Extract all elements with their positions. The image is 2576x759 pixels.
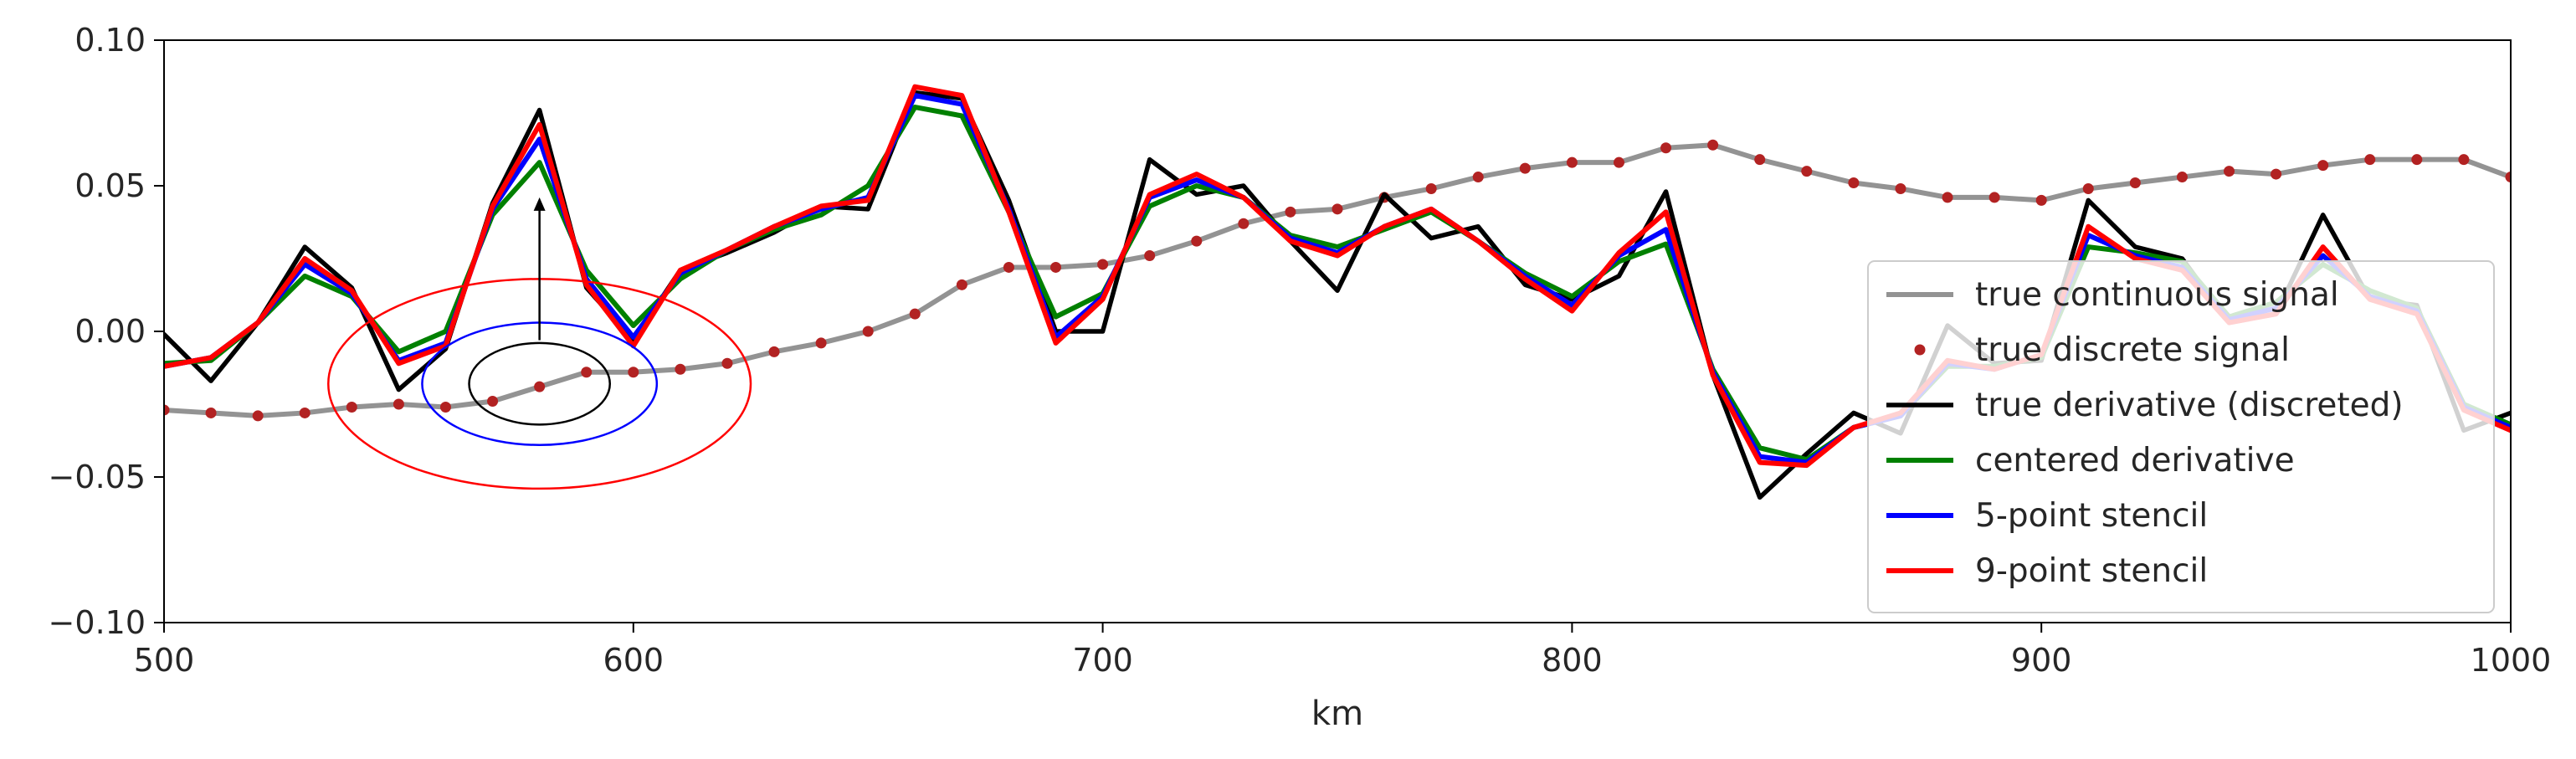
data-point	[1144, 250, 1156, 262]
y-tick-label: 0.00	[74, 313, 146, 350]
data-point	[2458, 154, 2470, 166]
data-point	[628, 367, 639, 378]
data-point	[1097, 259, 1109, 270]
legend-label: centered derivative	[1975, 442, 2295, 480]
legend-item: true discrete signal	[1914, 331, 2290, 369]
data-point	[581, 367, 593, 378]
data-point	[393, 398, 404, 410]
data-point	[1613, 156, 1624, 168]
data-point	[205, 407, 217, 418]
legend-box	[1867, 260, 2495, 613]
data-point	[534, 381, 546, 392]
data-point	[2129, 177, 2141, 189]
legend-label: 9-point stencil	[1975, 552, 2208, 590]
legend-item: 5-point stencil	[1886, 497, 2208, 535]
data-point	[1801, 166, 1813, 177]
data-point	[909, 308, 921, 320]
data-point	[2505, 172, 2511, 183]
legend-label: true discrete signal	[1975, 331, 2290, 369]
series-line-nine-point	[164, 84, 2511, 469]
data-point	[1566, 156, 1578, 168]
legend-item: centered derivative	[1886, 442, 2295, 480]
legend: true continuous signal true discrete sign…	[1867, 260, 2495, 613]
x-axis-label: km	[1311, 695, 1363, 733]
data-point	[1988, 192, 2000, 203]
data-point	[2035, 194, 2047, 206]
x-tick-label: 1000	[2471, 642, 2552, 679]
data-point	[1848, 177, 1860, 189]
plot-area	[164, 84, 2511, 500]
data-point	[1238, 218, 1250, 229]
data-point	[1425, 182, 1437, 194]
data-point	[2317, 160, 2329, 172]
x-tick-label: 800	[1542, 642, 1603, 679]
data-point	[2176, 172, 2188, 183]
annotation-arrow	[533, 197, 546, 341]
data-point	[2364, 154, 2376, 166]
annotations	[327, 197, 752, 490]
data-point	[862, 326, 874, 337]
data-point	[2224, 166, 2235, 177]
x-tick-label: 500	[134, 642, 195, 679]
legend-swatch	[1914, 344, 1926, 356]
y-tick-label: 0.05	[74, 167, 146, 204]
x-tick-label: 600	[603, 642, 665, 679]
data-point	[1003, 261, 1014, 273]
data-point	[721, 357, 733, 369]
y-tick-label: 0.10	[74, 22, 146, 59]
data-point	[1942, 192, 1953, 203]
axis-ticks: 500 600 700 800 900 1000 0.10 0.05 0.00 −0.05 −0.1…	[49, 22, 2552, 679]
data-point	[2411, 154, 2423, 166]
legend-label: 5-point stencil	[1975, 497, 2208, 535]
data-point	[2082, 182, 2094, 194]
legend-label: true derivative (discreted)	[1975, 387, 2404, 424]
y-tick-label: −0.05	[49, 459, 146, 495]
data-point	[487, 396, 499, 408]
data-point	[1285, 206, 1296, 218]
legend-item: true continuous signal	[1886, 276, 2339, 314]
data-point	[1332, 203, 1343, 215]
data-point	[299, 407, 310, 418]
data-point	[1660, 142, 1672, 154]
legend-item: true derivative (discreted)	[1886, 387, 2404, 424]
data-point	[346, 401, 357, 413]
x-tick-label: 900	[2011, 642, 2072, 679]
data-point	[1707, 139, 1719, 151]
x-tick-label: 700	[1072, 642, 1133, 679]
data-point	[1050, 261, 1062, 273]
data-point	[2271, 168, 2282, 180]
data-point	[252, 410, 264, 422]
legend-label: true continuous signal	[1975, 276, 2339, 314]
y-tick-label: −0.10	[49, 604, 146, 641]
data-point	[164, 404, 170, 416]
legend-item: 9-point stencil	[1886, 552, 2208, 590]
data-point	[768, 346, 780, 357]
data-point	[1519, 162, 1531, 174]
data-point	[1895, 182, 1906, 194]
data-point	[956, 279, 967, 290]
data-point	[439, 401, 451, 413]
data-point	[1472, 172, 1484, 183]
data-point	[675, 363, 686, 375]
data-point	[1754, 154, 1766, 166]
data-point	[1191, 235, 1203, 247]
annotation-ellipse	[468, 341, 612, 426]
series-points-true-discrete	[164, 139, 2511, 422]
data-point	[815, 337, 827, 349]
